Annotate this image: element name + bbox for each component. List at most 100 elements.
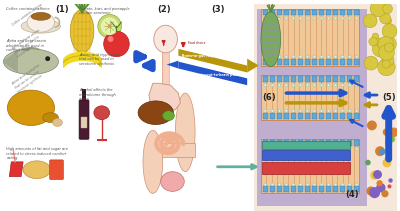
Bar <box>347 59 352 65</box>
Bar <box>333 187 338 192</box>
Ellipse shape <box>98 14 121 38</box>
Text: Microbiota-to-gut-to-brain pathway: Microbiota-to-gut-to-brain pathway <box>180 73 246 77</box>
Bar <box>270 76 275 82</box>
Circle shape <box>364 56 378 70</box>
Circle shape <box>271 109 274 112</box>
Bar <box>270 9 275 15</box>
Ellipse shape <box>27 12 54 32</box>
Circle shape <box>381 190 388 197</box>
Bar <box>298 76 303 82</box>
Bar <box>270 59 275 65</box>
Text: (2): (2) <box>157 5 170 14</box>
Bar <box>305 9 310 15</box>
Bar <box>319 76 324 82</box>
Ellipse shape <box>101 17 118 35</box>
Bar <box>270 140 275 146</box>
Circle shape <box>278 55 281 58</box>
Polygon shape <box>4 52 17 72</box>
Bar <box>291 76 296 82</box>
Circle shape <box>369 187 380 198</box>
Bar <box>354 76 359 82</box>
Circle shape <box>379 149 386 155</box>
Circle shape <box>355 183 358 186</box>
Circle shape <box>108 36 114 42</box>
Circle shape <box>384 43 394 52</box>
Circle shape <box>264 109 267 112</box>
Circle shape <box>370 0 386 17</box>
Circle shape <box>382 158 391 167</box>
Ellipse shape <box>261 11 280 66</box>
Circle shape <box>306 148 309 151</box>
Bar <box>319 59 324 65</box>
Bar <box>347 113 352 119</box>
Bar <box>305 187 310 192</box>
Bar <box>263 140 268 146</box>
Ellipse shape <box>154 25 177 53</box>
Circle shape <box>365 160 371 165</box>
Circle shape <box>271 84 274 87</box>
Bar <box>340 76 345 82</box>
Bar <box>284 140 289 146</box>
Circle shape <box>264 17 267 20</box>
Circle shape <box>271 148 274 151</box>
Ellipse shape <box>21 19 60 33</box>
Text: Alcohol affects the
microbiome through
stress: Alcohol affects the microbiome through s… <box>79 88 116 101</box>
Circle shape <box>285 109 288 112</box>
Circle shape <box>341 17 344 20</box>
Circle shape <box>369 37 377 46</box>
Bar <box>291 187 296 192</box>
Text: Tomato, kiwi, and pineapple
contain serotonin: Tomato, kiwi, and pineapple contain sero… <box>79 7 130 15</box>
Circle shape <box>341 84 344 87</box>
Polygon shape <box>9 162 23 177</box>
Polygon shape <box>166 61 178 69</box>
Bar <box>305 113 310 119</box>
Ellipse shape <box>161 172 184 191</box>
Polygon shape <box>247 59 259 72</box>
FancyBboxPatch shape <box>79 100 89 139</box>
Ellipse shape <box>4 49 58 74</box>
Text: High amounts of fat and sugar are
related to stress-induced comfort
eating: High amounts of fat and sugar are relate… <box>6 147 68 160</box>
Circle shape <box>292 148 295 151</box>
Bar <box>277 113 282 119</box>
Bar <box>319 9 324 15</box>
Ellipse shape <box>21 47 41 55</box>
Circle shape <box>271 183 274 186</box>
Text: Coffee contains caffeine: Coffee contains caffeine <box>11 2 44 27</box>
Bar <box>284 59 289 65</box>
Bar <box>354 113 359 119</box>
Circle shape <box>271 17 274 20</box>
Circle shape <box>382 60 390 68</box>
Circle shape <box>264 55 267 58</box>
Circle shape <box>320 55 323 58</box>
Polygon shape <box>178 62 247 85</box>
Circle shape <box>292 84 295 87</box>
Bar <box>326 9 331 15</box>
Circle shape <box>341 183 344 186</box>
Circle shape <box>382 24 397 39</box>
Circle shape <box>320 148 323 151</box>
Text: (3): (3) <box>211 5 224 14</box>
Bar <box>261 9 359 66</box>
Bar <box>354 187 359 192</box>
Ellipse shape <box>7 90 54 126</box>
Circle shape <box>306 84 309 87</box>
Text: (1): (1) <box>56 5 69 14</box>
Bar <box>284 76 289 82</box>
Bar <box>277 140 282 146</box>
Circle shape <box>285 55 288 58</box>
Circle shape <box>341 55 344 58</box>
Circle shape <box>383 4 392 14</box>
Bar <box>347 140 352 146</box>
Bar <box>312 59 317 65</box>
Circle shape <box>363 14 377 28</box>
Circle shape <box>355 84 358 87</box>
Circle shape <box>278 84 281 87</box>
Ellipse shape <box>23 161 51 179</box>
Circle shape <box>379 45 394 60</box>
Circle shape <box>264 84 267 87</box>
Bar <box>262 150 350 160</box>
Circle shape <box>327 148 330 151</box>
Text: Alpha and beta casein
that can be used in
comfort food: Alpha and beta casein that can be used i… <box>11 29 46 59</box>
Circle shape <box>355 109 358 112</box>
Circle shape <box>292 109 295 112</box>
